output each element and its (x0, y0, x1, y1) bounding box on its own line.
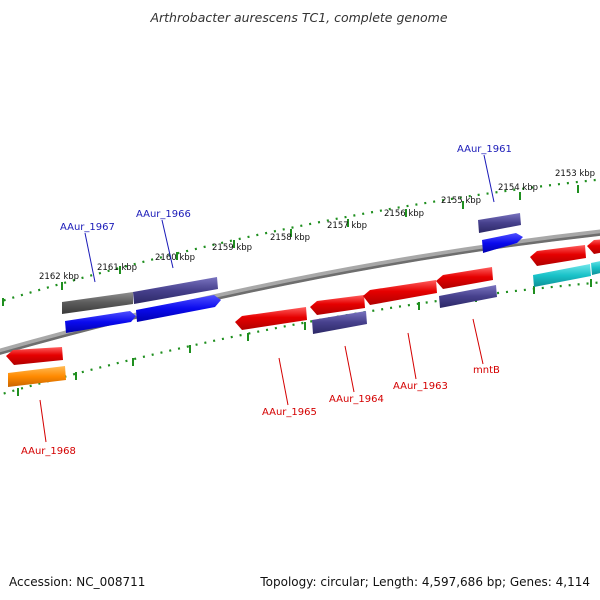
gene-blue-1[interactable] (65, 311, 136, 333)
upper-forward-genes (62, 213, 521, 314)
gene-mntB[interactable] (436, 267, 493, 289)
scale-label-2161: 2161 kbp (97, 263, 137, 273)
gene-red-right[interactable] (530, 245, 586, 266)
label-AAur-1964[interactable]: AAur_1964 (329, 394, 384, 405)
accession-text: Accession: NC_008711 (9, 575, 145, 589)
scale-label-2158: 2158 kbp (270, 233, 310, 243)
scale-label-2162: 2162 kbp (39, 272, 79, 282)
gene-navy-mntB[interactable] (439, 285, 497, 308)
gene-AAur-1963[interactable] (363, 280, 437, 305)
gene-AAur-1961[interactable] (478, 213, 521, 233)
gene-red-edge[interactable] (587, 239, 600, 254)
scale-label-2154: 2154 kbp (498, 183, 538, 193)
gene-cyan[interactable] (533, 264, 591, 287)
gene-AAur-1965[interactable] (235, 307, 307, 330)
scale-label-2157: 2157 kbp (327, 221, 367, 231)
lower-reverse-genes (6, 239, 600, 365)
gene-AAur-1964-red[interactable] (310, 295, 365, 315)
gene-blue-2[interactable] (136, 295, 221, 322)
scale-label-2159: 2159 kbp (212, 243, 252, 253)
label-AAur-1967[interactable]: AAur_1967 (60, 222, 115, 233)
gene-cyan-edge[interactable] (591, 260, 600, 275)
scale-labels: 2162 kbp 2161 kbp 2160 kbp 2159 kbp 2158… (39, 169, 595, 282)
lower-second-row-genes (8, 260, 600, 387)
reverse-gene-labels: AAur_1968 AAur_1965 AAur_1964 AAur_1963 … (21, 365, 500, 457)
gene-AAur-1966[interactable] (133, 277, 218, 304)
genome-backbone-shade (0, 233, 600, 355)
scale-label-2160: 2160 kbp (155, 253, 195, 263)
forward-gene-labels: AAur_1967 AAur_1966 AAur_1961 (60, 144, 512, 233)
label-AAur-1965[interactable]: AAur_1965 (262, 407, 317, 418)
genome-backbone (0, 229, 600, 355)
scale-label-2153: 2153 kbp (555, 169, 595, 179)
gene-AAur-1967-grey[interactable] (62, 292, 133, 314)
label-AAur-1961[interactable]: AAur_1961 (457, 144, 512, 155)
upper-major-ticks (2, 185, 579, 306)
label-AAur-1966[interactable]: AAur_1966 (136, 209, 191, 220)
scale-label-2156: 2156 kbp (384, 209, 424, 219)
leader-lines-forward (84, 154, 495, 283)
map-title: Arthrobacter aurescens TC1, complete gen… (149, 10, 447, 25)
gene-AAur-1964[interactable] (312, 311, 367, 334)
upper-blue-genes (65, 233, 523, 333)
gene-blue-3[interactable] (482, 233, 523, 253)
gene-orange[interactable] (8, 366, 66, 387)
scale-label-2155: 2155 kbp (441, 196, 481, 206)
topology-text: Topology: circular; Length: 4,597,686 bp… (259, 575, 590, 589)
label-mntB[interactable]: mntB (473, 365, 500, 376)
gene-red-left[interactable] (6, 347, 63, 365)
label-AAur-1968[interactable]: AAur_1968 (21, 446, 76, 457)
label-AAur-1963[interactable]: AAur_1963 (393, 381, 448, 392)
leader-lines-reverse (39, 318, 484, 443)
